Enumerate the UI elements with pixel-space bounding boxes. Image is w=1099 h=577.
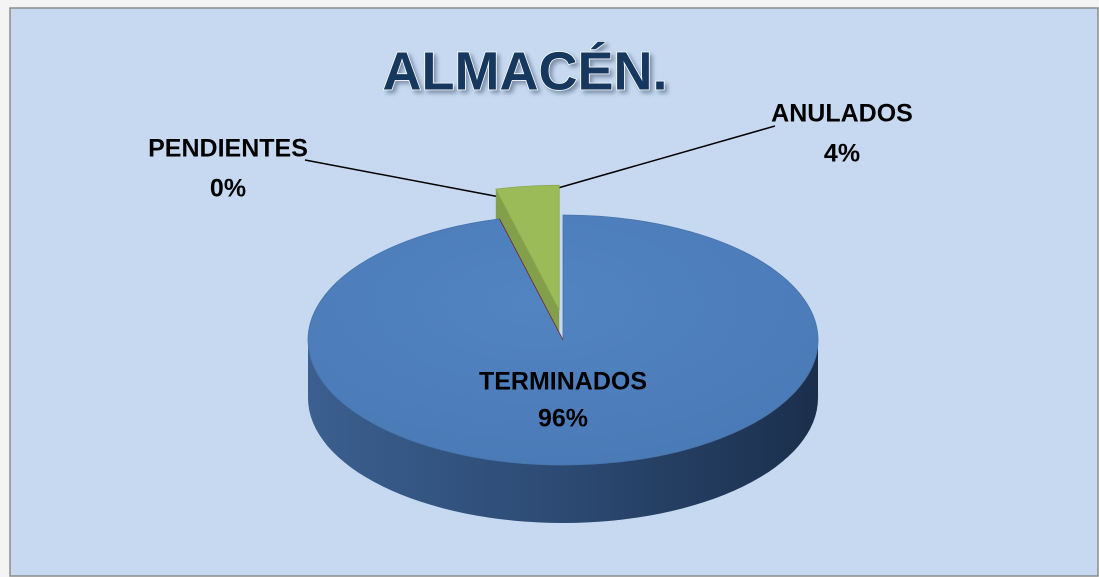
leader-line (304, 159, 501, 198)
leader-line (529, 125, 776, 197)
slice-value-label: 96% (538, 405, 588, 433)
slice-value-label: 0% (210, 175, 246, 203)
slice (307, 214, 819, 466)
chart-title: ALMACÉN. (383, 41, 668, 101)
slice (495, 184, 560, 311)
slice-label: ANULADOS (771, 100, 913, 128)
slice (499, 218, 564, 341)
slice-label: PENDIENTES (148, 135, 308, 163)
slice-side (308, 340, 818, 523)
slice-value-label: 4% (824, 140, 860, 168)
slice-label: TERMINADOS (479, 368, 647, 396)
